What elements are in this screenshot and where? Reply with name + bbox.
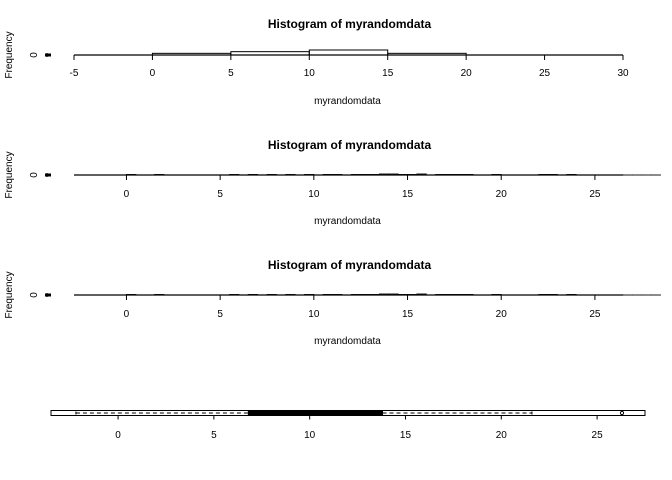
x-tick-label: 10 (308, 309, 320, 320)
histogram-bar (304, 174, 315, 176)
histogram-bar (229, 294, 240, 296)
histogram-bar (407, 174, 418, 176)
histogram-bar (154, 174, 165, 176)
x-axis-label: myrandomdata (314, 216, 381, 227)
histogram-bar (387, 52, 467, 56)
x-tick-label: 25 (539, 68, 551, 79)
x-tick-label: 15 (402, 189, 414, 200)
histogram-bar (444, 294, 455, 296)
y-tick (45, 293, 51, 297)
y-tick-label: 0 (29, 172, 40, 178)
histogram-bar (435, 294, 446, 296)
x-tick-label: 5 (217, 309, 223, 320)
histogram-bar (126, 294, 137, 296)
x-tick-label: -5 (70, 68, 79, 79)
x-tick-label: 10 (304, 68, 316, 79)
histogram-bar (547, 174, 558, 176)
histogram-bar (332, 294, 343, 296)
y-axis-label: Frequency (4, 31, 15, 78)
boxplot-box (247, 411, 383, 415)
histogram-bar (538, 294, 549, 296)
x-axis-label: myrandomdata (314, 336, 381, 347)
x-tick-label: 20 (496, 189, 508, 200)
histogram-bar (126, 174, 137, 176)
histogram-bar (491, 294, 502, 296)
chart-title: Histogram of myrandomdata (268, 17, 432, 31)
x-tick-label: 10 (308, 189, 320, 200)
x-tick-label: 15 (382, 68, 394, 79)
histogram-bar (491, 174, 502, 176)
x-tick-label: 20 (461, 68, 473, 79)
x-tick-label: 15 (400, 430, 412, 441)
histogram-bar (308, 49, 389, 56)
histogram-bar (416, 293, 427, 296)
y-tick-label: 0 (29, 292, 40, 298)
histogram-bar (285, 294, 296, 296)
histogram-bar (285, 174, 296, 176)
x-tick-label: 0 (115, 430, 121, 441)
histogram-bar (369, 174, 380, 176)
x-tick-label: 5 (228, 68, 234, 79)
x-tick-label: 25 (589, 189, 601, 200)
histogram-bar (247, 294, 259, 296)
x-tick-label: 20 (496, 309, 508, 320)
x-tick-label: 5 (217, 189, 223, 200)
histogram-bar (229, 174, 240, 176)
x-tick-label: 0 (150, 68, 156, 79)
histogram-bar (350, 174, 362, 176)
histogram-bar (350, 294, 362, 296)
histogram-bar (266, 174, 277, 176)
histogram-bar (322, 294, 334, 296)
histogram-bar (266, 294, 277, 296)
y-tick-label: 0 (29, 52, 40, 58)
x-tick-label: 30 (617, 68, 629, 79)
histogram-bar (397, 294, 408, 296)
histogram-bar (322, 174, 334, 176)
x-axis-label: myrandomdata (314, 96, 381, 107)
histogram-bar (304, 294, 315, 296)
y-axis-label: Frequency (4, 151, 15, 198)
histogram-bar (360, 174, 371, 176)
histogram-bar (407, 294, 418, 296)
histogram-bar (435, 174, 446, 176)
x-tick-label: 15 (402, 309, 414, 320)
histogram-bar (453, 294, 465, 296)
histogram-bar (360, 294, 371, 296)
x-tick-label: 20 (496, 430, 508, 441)
histogram-bar (151, 52, 232, 56)
boxplot-frame (50, 410, 646, 416)
histogram-bar (369, 294, 380, 296)
histogram-bar (463, 294, 474, 296)
y-tick (45, 173, 51, 177)
histogram-bar (397, 174, 408, 176)
histogram-bar (416, 173, 427, 176)
histogram-bar (463, 174, 474, 176)
histogram-bar (453, 174, 465, 176)
histogram-bar (547, 294, 558, 296)
histogram-bar (332, 174, 343, 176)
x-tick-label: 10 (304, 430, 316, 441)
x-tick-label: 25 (589, 309, 601, 320)
chart-title: Histogram of myrandomdata (268, 138, 432, 152)
x-tick-label: 0 (124, 189, 130, 200)
y-axis-label: Frequency (4, 271, 15, 318)
x-tick-label: 0 (124, 309, 130, 320)
chart-title: Histogram of myrandomdata (268, 258, 432, 272)
histogram-bar (538, 174, 549, 176)
histogram-bar (154, 294, 165, 296)
y-tick (45, 53, 51, 57)
x-tick-label: 5 (211, 430, 217, 441)
histogram-bar (247, 174, 259, 176)
histogram-bar (566, 174, 577, 176)
x-tick-label: 25 (592, 430, 604, 441)
histogram-bar (444, 174, 455, 176)
histogram-bar (566, 294, 577, 296)
outlier-point (619, 410, 625, 416)
